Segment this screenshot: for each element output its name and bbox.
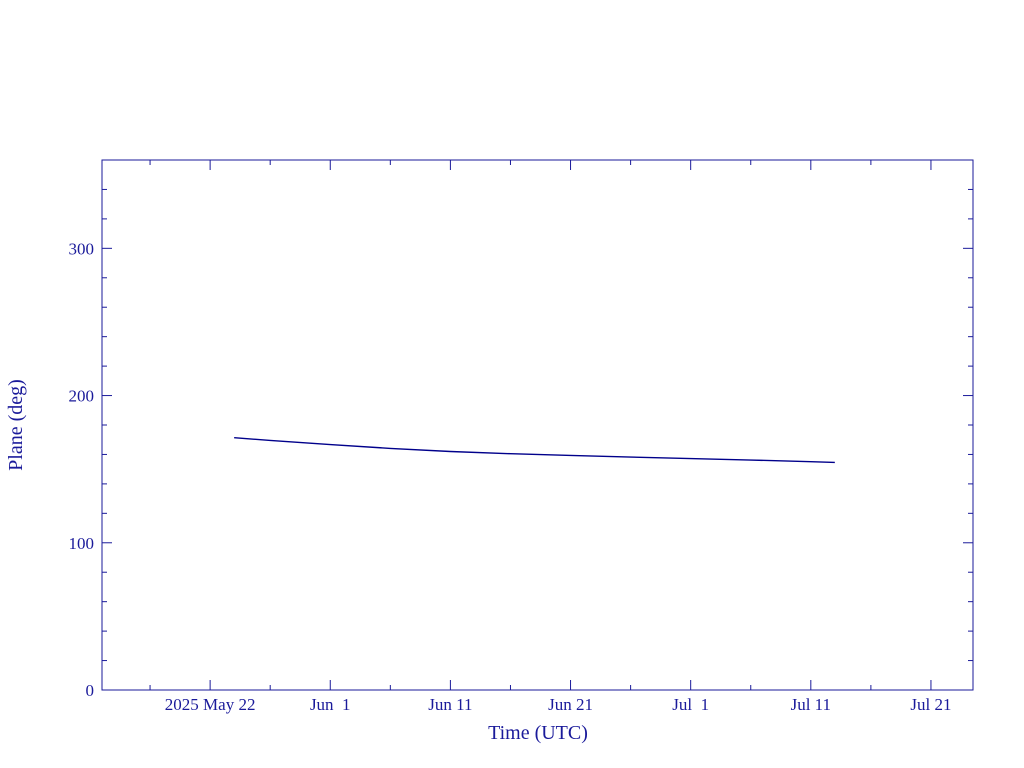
x-tick-label: 2025 May 22 bbox=[165, 695, 256, 714]
y-tick-label: 200 bbox=[69, 387, 95, 406]
y-axis-label: Plane (deg) bbox=[5, 379, 27, 471]
x-tick-label: Jun 11 bbox=[428, 695, 472, 714]
x-tick-label: Jun 1 bbox=[310, 695, 351, 714]
plot-frame bbox=[101, 159, 974, 691]
y-tick-label: 300 bbox=[69, 239, 95, 258]
data-line bbox=[234, 436, 835, 464]
x-axis-label: Time (UTC) bbox=[488, 722, 588, 744]
x-tick-label: Jul 1 bbox=[672, 695, 709, 714]
y-tick-label: 0 bbox=[86, 681, 95, 700]
x-tick-label: Jul 21 bbox=[910, 695, 951, 714]
x-tick-label: Jun 21 bbox=[548, 695, 593, 714]
y-tick-label: 100 bbox=[69, 534, 95, 553]
x-tick-label: Jul 11 bbox=[791, 695, 831, 714]
